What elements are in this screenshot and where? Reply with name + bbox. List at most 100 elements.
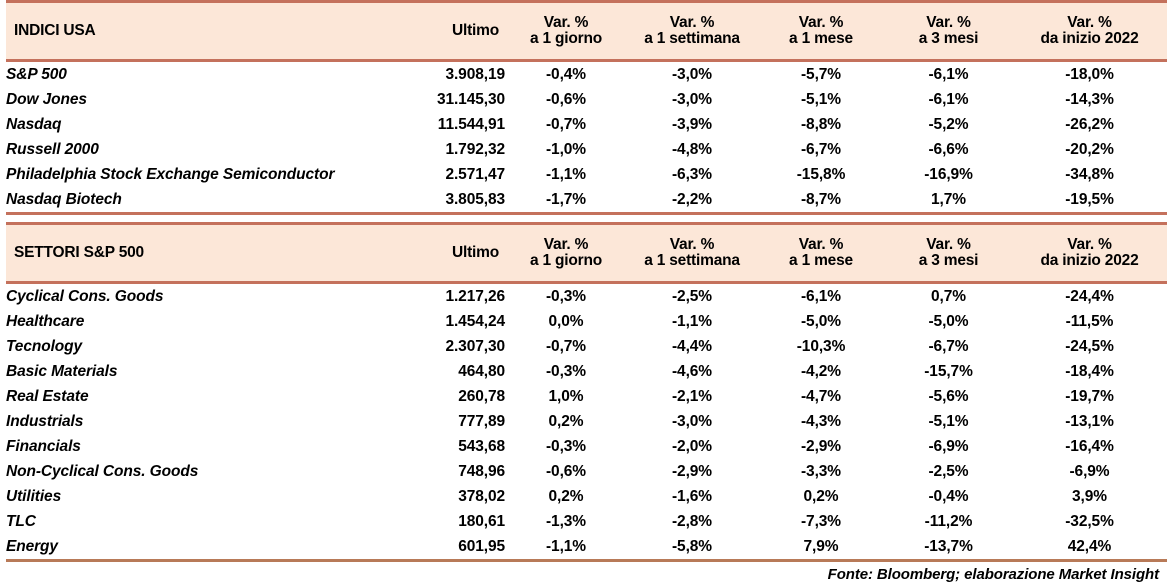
row-label: Nasdaq bbox=[6, 116, 62, 133]
row-label: Non-Cyclical Cons. Goods bbox=[6, 463, 199, 480]
cell-var-1-settimana: -3,0% bbox=[672, 66, 712, 83]
cell-var-1-mese: -6,7% bbox=[801, 141, 841, 158]
cell-var-1-settimana: -2,8% bbox=[672, 513, 712, 530]
table-settori-sp500: SETTORI S&P 500 Ultimo Var. % a 1 giorno… bbox=[6, 222, 1167, 562]
cell-var-1-settimana: -1,6% bbox=[672, 488, 712, 505]
cell-var-1-giorno: -0,4% bbox=[546, 66, 586, 83]
cell-var-1-settimana: -5,8% bbox=[672, 538, 712, 555]
cell-var-1-giorno: -1,7% bbox=[546, 191, 586, 208]
column-header-var-3-mesi: Var. % a 3 mesi bbox=[885, 224, 1012, 283]
cell-var-ytd: -32,5% bbox=[1065, 513, 1114, 530]
cell-var-3-mesi: -6,7% bbox=[928, 338, 969, 355]
cell-var-1-mese: -4,2% bbox=[801, 363, 841, 380]
cell-var-1-giorno: -0,3% bbox=[546, 438, 586, 455]
cell-var-3-mesi: 1,7% bbox=[931, 191, 966, 208]
cell-var-1-settimana: -2,1% bbox=[672, 388, 712, 405]
row-label: Nasdaq Biotech bbox=[6, 191, 122, 208]
cell-var-1-settimana: -3,9% bbox=[672, 116, 712, 133]
cell-var-1-mese: -4,7% bbox=[801, 388, 841, 405]
table-row: Non-Cyclical Cons. Goods 748,96 -0,6% -2,9%… bbox=[6, 459, 1167, 484]
cell-var-3-mesi: -5,0% bbox=[928, 313, 969, 330]
row-label: Utilities bbox=[6, 488, 62, 505]
cell-var-ytd: 3,9% bbox=[1072, 488, 1107, 505]
row-label: Tecnology bbox=[6, 338, 83, 355]
column-header-var-1-mese: Var. % a 1 mese bbox=[757, 2, 885, 61]
cell-var-1-giorno: 0,0% bbox=[548, 313, 584, 330]
cell-ultimo: 180,61 bbox=[458, 513, 505, 530]
table-row: Financials 543,68 -0,3% -2,0% -2,9% -6,9% -16,… bbox=[6, 434, 1167, 459]
column-header-period-ytd: da inizio 2022 bbox=[1040, 252, 1139, 269]
row-label: Energy bbox=[6, 538, 58, 555]
cell-var-3-mesi: -0,4% bbox=[928, 488, 969, 505]
cell-var-1-settimana: -1,1% bbox=[672, 313, 712, 330]
cell-var-3-mesi: -6,1% bbox=[928, 66, 969, 83]
column-header-period-1-mese: a 1 mese bbox=[789, 252, 853, 269]
cell-ultimo: 777,89 bbox=[458, 413, 505, 430]
table-row: Healthcare 1.454,24 0,0% -1,1% -5,0% -5,0% -11… bbox=[6, 309, 1167, 334]
cell-var-1-giorno: 0,2% bbox=[548, 413, 584, 430]
table-row: S&P 500 3.908,19 -0,4% -3,0% -5,7% -6,1% -18,0… bbox=[6, 61, 1167, 88]
row-label: Basic Materials bbox=[6, 363, 118, 380]
cell-var-1-mese: -3,3% bbox=[801, 463, 841, 480]
cell-var-ytd: -20,2% bbox=[1065, 141, 1114, 158]
table-row: Cyclical Cons. Goods 1.217,26 -0,3% -2,5% -6… bbox=[6, 283, 1167, 310]
cell-var-ytd: 42,4% bbox=[1067, 538, 1112, 555]
column-header-var-label: Var. % bbox=[669, 14, 715, 32]
column-header-name: SETTORI S&P 500 bbox=[14, 244, 144, 262]
cell-var-1-giorno: 0,2% bbox=[548, 488, 584, 505]
table-row: Nasdaq 11.544,91 -0,7% -3,9% -8,8% -5,2% -26,2… bbox=[6, 112, 1167, 137]
column-header-var-label: Var. % bbox=[798, 236, 844, 254]
cell-var-1-mese: -8,7% bbox=[801, 191, 841, 208]
cell-var-1-settimana: -3,0% bbox=[672, 91, 712, 108]
cell-var-ytd: -26,2% bbox=[1065, 116, 1114, 133]
column-header-var-3-mesi: Var. % a 3 mesi bbox=[885, 2, 1012, 61]
cell-var-1-mese: 0,2% bbox=[803, 488, 839, 505]
row-label: Healthcare bbox=[6, 313, 85, 330]
row-label: Philadelphia Stock Exchange Semiconducto… bbox=[6, 166, 335, 183]
column-header-var-label: Var. % bbox=[543, 14, 589, 32]
cell-var-3-mesi: -13,7% bbox=[924, 538, 973, 555]
table-row: Nasdaq Biotech 3.805,83 -1,7% -2,2% -8,7% 1,7… bbox=[6, 187, 1167, 214]
cell-var-1-giorno: -1,3% bbox=[546, 513, 586, 530]
cell-var-3-mesi: -6,9% bbox=[928, 438, 969, 455]
cell-var-1-giorno: -1,1% bbox=[546, 166, 586, 183]
cell-var-1-mese: -15,8% bbox=[796, 166, 846, 183]
cell-var-3-mesi: -2,5% bbox=[928, 463, 969, 480]
column-header-var-label: Var. % bbox=[926, 14, 971, 32]
column-header-var-label: Var. % bbox=[1067, 236, 1112, 254]
cell-var-1-settimana: -2,2% bbox=[672, 191, 712, 208]
cell-var-ytd: -16,4% bbox=[1065, 438, 1114, 455]
cell-var-1-giorno: -0,3% bbox=[546, 288, 586, 305]
table-row: TLC 180,61 -1,3% -2,8% -7,3% -11,2% -32,5% bbox=[6, 509, 1167, 534]
cell-var-ytd: -18,4% bbox=[1065, 363, 1114, 380]
cell-ultimo: 2.571,47 bbox=[445, 166, 505, 183]
row-label: Financials bbox=[6, 438, 81, 455]
column-header-var-ytd: Var. % da inizio 2022 bbox=[1012, 224, 1167, 283]
table-row: Basic Materials 464,80 -0,3% -4,6% -4,2% -15,… bbox=[6, 359, 1167, 384]
cell-var-1-settimana: -6,3% bbox=[672, 166, 712, 183]
table-settori-sp500-header: SETTORI S&P 500 Ultimo Var. % a 1 giorno… bbox=[6, 223, 1167, 283]
cell-var-ytd: -6,9% bbox=[1069, 463, 1110, 480]
table-row: Utilities 378,02 0,2% -1,6% 0,2% -0,4% 3,9% bbox=[6, 484, 1167, 509]
cell-var-1-settimana: -4,4% bbox=[672, 338, 712, 355]
cell-ultimo: 11.544,91 bbox=[437, 116, 505, 133]
column-header-ultimo: Ultimo bbox=[451, 244, 499, 262]
table-row: Philadelphia Stock Exchange Semiconducto… bbox=[6, 162, 1167, 187]
column-header-period-ytd: da inizio 2022 bbox=[1040, 30, 1139, 47]
cell-var-1-mese: -6,1% bbox=[801, 288, 841, 305]
cell-var-ytd: -24,5% bbox=[1065, 338, 1114, 355]
cell-var-ytd: -11,5% bbox=[1065, 313, 1114, 330]
cell-ultimo: 464,80 bbox=[458, 363, 505, 380]
column-header-name: INDICI USA bbox=[14, 22, 96, 40]
cell-var-3-mesi: -5,6% bbox=[928, 388, 969, 405]
cell-var-1-giorno: -0,6% bbox=[546, 91, 586, 108]
cell-var-3-mesi: 0,7% bbox=[931, 288, 966, 305]
table-row: Dow Jones 31.145,30 -0,6% -3,0% -5,1% -6,1% -1… bbox=[6, 87, 1167, 112]
row-label: Russell 2000 bbox=[6, 141, 99, 158]
column-header-var-1-giorno: Var. % a 1 giorno bbox=[505, 224, 627, 283]
column-header-var-label: Var. % bbox=[1067, 14, 1112, 32]
cell-var-3-mesi: -5,2% bbox=[928, 116, 969, 133]
cell-ultimo: 260,78 bbox=[458, 388, 505, 405]
row-label: Cyclical Cons. Goods bbox=[6, 288, 164, 305]
